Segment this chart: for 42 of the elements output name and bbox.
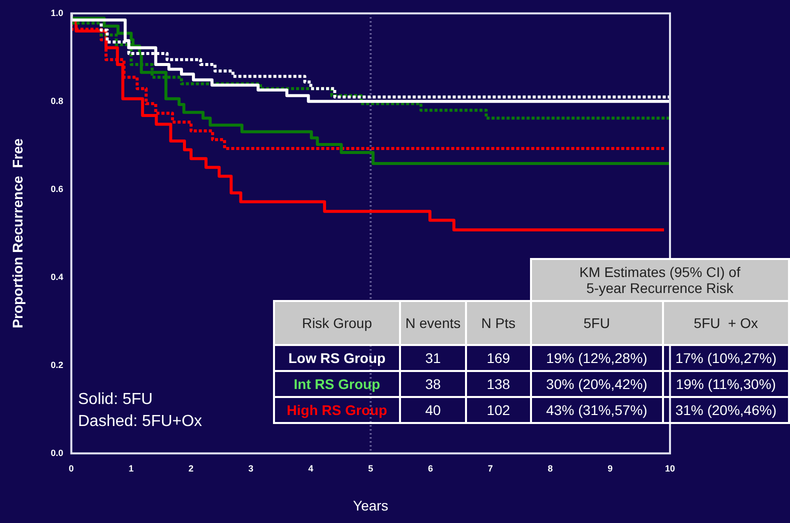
x-tick-label: 1 [128, 463, 134, 474]
text: 17% (10%,27%) [675, 350, 776, 366]
x-tick-label: 6 [428, 463, 434, 474]
annotation: N events [400, 301, 466, 345]
text: 31% (20%,46%) [675, 402, 776, 418]
annotation: N Pts [466, 301, 531, 345]
annotation: High RS Group [274, 397, 400, 423]
annotation: 169 [466, 345, 531, 371]
x-tick-label: 4 [308, 463, 314, 474]
x-tick-label: 10 [664, 463, 676, 474]
y-tick-label: 0.8 [50, 96, 64, 106]
annotation: 138 [466, 371, 531, 397]
annotation: Solid: 5FU [78, 391, 153, 409]
x-tick-label: 9 [608, 463, 613, 474]
annotation: 43% (31%,57%) [530, 397, 663, 423]
text: 5FU + Ox [694, 315, 758, 331]
annotation: 19% (12%,28%) [530, 345, 663, 371]
annotation: 38 [400, 371, 466, 397]
y-tick-label: 0.6 [50, 184, 64, 194]
annotation: 40 [400, 397, 466, 423]
x-tick-label: 3 [248, 463, 254, 474]
y-tick-label: 0.4 [50, 272, 64, 282]
annotation: KM Estimates (95% CI) of 5-year Recurrence Risk [530, 259, 789, 301]
x-tick-label: 0 [68, 463, 74, 474]
annotation: Risk Group [274, 301, 400, 345]
annotation: Int RS Group [274, 371, 400, 397]
annotation: 31 [400, 345, 466, 371]
annotation: 30% (20%,42%) [530, 371, 663, 397]
x-tick-label: 5 [368, 463, 374, 474]
y-tick-label: 0.0 [50, 448, 64, 458]
annotation: 5FU [530, 301, 663, 345]
annotation: 102 [466, 397, 531, 423]
x-axis-title: Years [353, 497, 388, 514]
y-axis-title: Proportion Recurrence Free [9, 138, 26, 328]
x-tick-label: 2 [188, 463, 194, 474]
annotation: Low RS Group [274, 345, 400, 371]
x-tick-label: 7 [488, 463, 493, 474]
y-tick-label: 0.2 [50, 360, 64, 370]
x-tick-label: 8 [548, 463, 553, 474]
y-tick-label: 1.0 [50, 8, 64, 18]
annotation: Dashed: 5FU+Ox [78, 413, 202, 431]
text: 19% (11%,30%) [676, 376, 776, 392]
